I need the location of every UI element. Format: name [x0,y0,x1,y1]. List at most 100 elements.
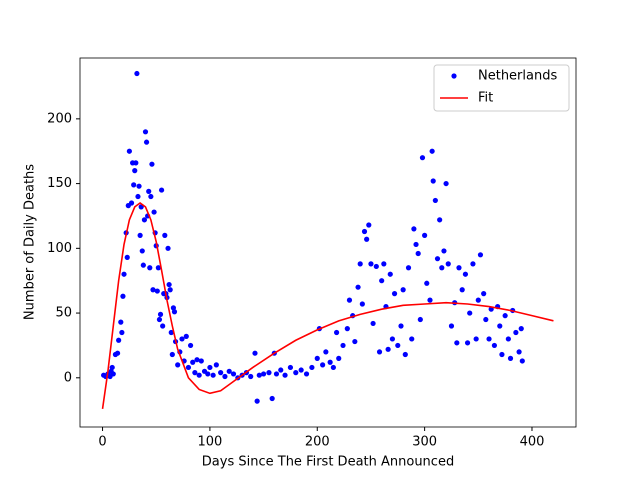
data-point [424,280,430,286]
data-point [150,287,156,293]
data-point [391,291,398,297]
data-point [135,193,141,200]
legend-label: Netherlands [478,69,557,84]
data-point [333,329,340,336]
data-point [119,329,125,336]
data-point [398,323,404,329]
data-point [366,222,372,228]
data-point [194,357,200,363]
data-point [314,355,320,361]
data-point [168,329,174,336]
data-point [330,364,336,371]
data-point [298,367,304,373]
data-point [114,350,121,356]
data-point [282,372,288,378]
data-point [143,139,150,145]
data-point [364,236,370,242]
data-point [139,248,145,254]
data-point [519,358,525,364]
data-point [149,161,155,167]
data-point [175,362,181,368]
data-point [137,232,143,238]
data-point [154,288,160,294]
data-point [116,337,122,343]
data-point [462,271,469,277]
data-point [179,336,185,342]
data-point [427,297,433,303]
y-tick-label: 100 [47,241,72,256]
data-point [110,371,116,377]
data-point [486,336,492,342]
data-point [413,241,419,248]
data-point [355,284,361,290]
data-point [309,364,315,371]
data-point [437,217,443,223]
data-point [213,362,219,368]
data-point [467,310,473,316]
data-point [169,351,175,358]
data-point [464,340,471,346]
data-point [477,252,484,258]
data-point [148,193,154,200]
data-point [402,351,408,358]
data-point [167,287,173,293]
data-point [165,245,171,251]
x-tick-label: 400 [520,435,545,450]
data-point [190,359,196,365]
data-point [497,323,503,329]
legend-marker [451,73,457,79]
data-point [441,248,447,254]
data-point [226,368,232,374]
data-point [439,265,445,271]
data-point [121,271,127,277]
data-point [131,182,137,188]
data-point [385,346,391,352]
data-point [357,261,363,267]
y-tick-label: 150 [47,176,72,191]
legend-box [433,64,570,112]
data-point [422,232,428,238]
data-point [387,271,393,277]
data-point [155,265,161,271]
data-point [336,355,342,361]
x-tick-label: 0 [98,435,106,450]
data-point [185,364,192,371]
data-point [430,178,436,184]
data-point [162,232,168,238]
data-point [156,316,163,323]
data-point [198,358,204,364]
data-point [187,342,194,349]
data-point [260,371,267,377]
data-point [192,370,198,376]
data-point [481,291,487,297]
data-point [166,281,172,288]
data-point [252,350,258,356]
data-point [210,372,216,378]
data-point [151,209,157,215]
data-point [483,316,489,323]
data-point [376,349,383,355]
data-point [456,265,462,271]
data-point [254,398,260,404]
data-point [443,180,449,187]
data-point [230,371,237,377]
data-point [133,160,139,166]
y-axis-label: Number of Daily Deaths [23,164,38,320]
data-point [346,297,353,303]
data-point [126,148,132,154]
data-point [507,355,514,361]
data-point [475,297,481,303]
data-point [502,313,508,319]
data-point [147,265,153,271]
data-point [118,319,124,325]
data-point [389,336,396,342]
data-point [395,342,401,349]
data-point [419,155,426,161]
data-point [303,371,310,377]
y-tick-label: 50 [55,306,72,321]
data-point [132,168,138,174]
data-point [429,148,435,154]
data-point [196,372,202,378]
data-point [142,129,149,135]
data-point [256,372,262,378]
